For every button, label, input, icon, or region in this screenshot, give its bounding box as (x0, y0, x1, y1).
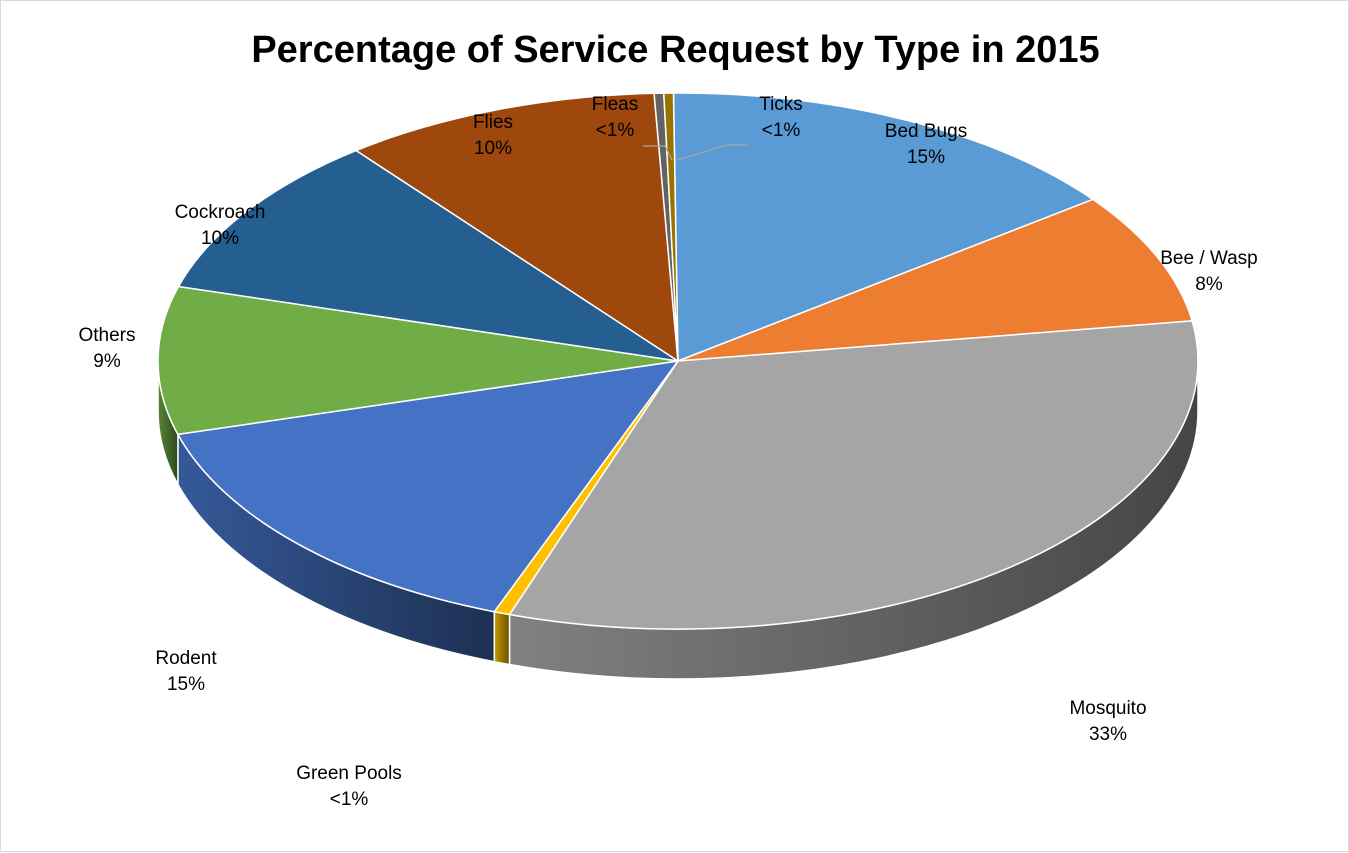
pie-top-face (157, 92, 1199, 630)
label-value-cockroach: 10% (201, 228, 239, 249)
label-name-flies: Flies (473, 112, 513, 133)
pie-slice-bee-wasp (677, 198, 1193, 362)
pie-slice-others (157, 285, 679, 436)
label-value-mosquito: 33% (1089, 724, 1127, 745)
label-name-bee-wasp: Bee / Wasp (1160, 248, 1258, 269)
label-value-bed-bugs: 15% (907, 147, 945, 168)
label-name-mosquito: Mosquito (1069, 698, 1146, 719)
leader-line-fleas (643, 145, 673, 161)
pie-slice-rodent (177, 360, 679, 613)
label-value-flies: 10% (474, 138, 512, 159)
pie-slice-ticks (663, 92, 679, 362)
label-name-ticks: Ticks (759, 94, 803, 115)
pie-slice-mosquito (508, 320, 1199, 630)
label-name-rodent: Rodent (155, 648, 217, 669)
label-name-cockroach: Cockroach (175, 202, 266, 223)
label-name-fleas: Fleas (592, 94, 638, 115)
label-value-rodent: 15% (167, 674, 205, 695)
label-value-fleas: <1% (596, 120, 635, 141)
label-name-others: Others (78, 325, 135, 346)
pie-side-walls (157, 360, 1199, 680)
pie-slice-cockroach (177, 149, 679, 362)
label-value-others: 9% (93, 351, 121, 372)
pie-side-green-pools (493, 610, 511, 666)
label-name-bed-bugs: Bed Bugs (885, 121, 967, 142)
leader-line-ticks (677, 144, 747, 161)
label-value-green-pools: <1% (330, 789, 369, 810)
label-name-green-pools: Green Pools (296, 763, 402, 784)
label-value-ticks: <1% (762, 120, 801, 141)
data-labels: Bed Bugs 15% Bee / Wasp 8% Mosquito 33% Green … (78, 94, 1257, 810)
pie-slice-bed-bugs (672, 92, 1094, 362)
pie-slice-flies (355, 92, 679, 362)
label-value-bee-wasp: 8% (1195, 274, 1223, 295)
chart-title: Percentage of Service Request by Type in… (251, 29, 1100, 71)
